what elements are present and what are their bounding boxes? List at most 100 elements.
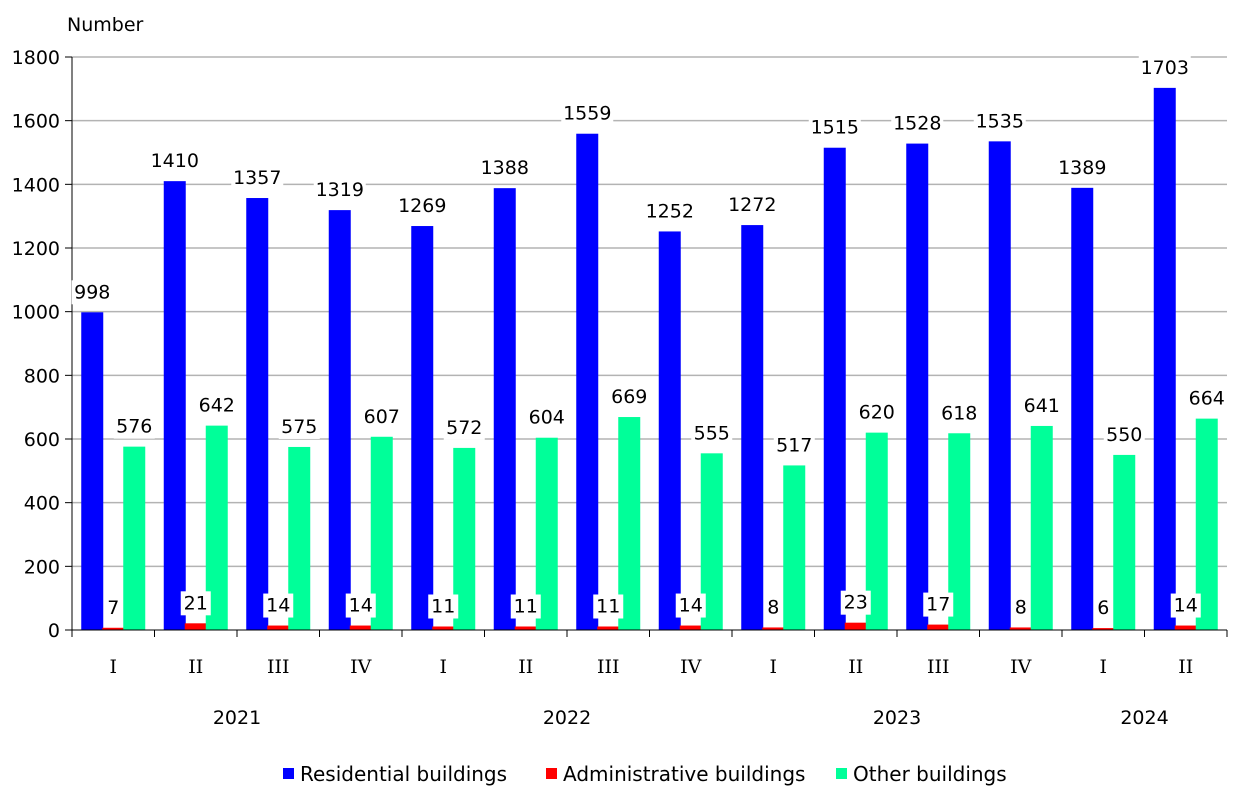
bar [432,626,455,630]
data-label: 669 [611,386,647,408]
x-tick-label: II [188,656,203,678]
data-label: 11 [596,595,620,617]
data-label: 23 [844,592,868,614]
data-label-bg [1011,595,1031,620]
data-label-bg [561,101,614,126]
data-label-bg [675,593,706,618]
data-label: 1528 [893,113,941,135]
y-tick-label: 1800 [12,47,60,69]
data-label: 550 [1106,424,1142,446]
data-label: 1389 [1058,157,1106,179]
y-tick-label: 1000 [12,302,60,324]
bar [1009,627,1032,630]
bar [163,181,186,630]
data-label: 576 [116,416,152,438]
data-label: 8 [1015,596,1027,618]
data-label: 607 [364,406,400,428]
data-label: 998 [74,281,110,303]
data-label-bg [396,194,449,219]
bar [328,210,351,630]
y-tick-label: 0 [48,620,60,642]
x-tick-label: I [439,656,447,678]
data-label: 6 [1097,597,1109,619]
data-label-bg [1186,386,1228,411]
data-label-bg [593,594,624,619]
bar [184,623,207,630]
data-label-bg [1056,155,1109,180]
data-label-bg [231,166,284,191]
x-tick-label: II [848,656,863,678]
data-label: 664 [1189,388,1225,410]
y-axis: 0 200 400 600 800 1000 1200 1400 1600 1800 [12,47,73,642]
legend-label: Other buildings [853,762,1007,786]
data-label: 11 [514,595,538,617]
data-label: 11 [431,595,455,617]
data-label-bg [973,109,1026,134]
x-tick-label: I [109,656,117,678]
data-label: 14 [1174,595,1198,617]
data-label: 1388 [481,157,529,179]
bar [576,133,599,631]
data-label-bg [478,156,531,181]
data-label: 14 [266,595,290,617]
y-tick-label: 1400 [12,174,60,196]
data-label-bg [938,401,980,426]
legend-swatch [546,768,557,779]
bar [658,231,681,631]
data-label-bg [763,595,783,620]
x-tick-label: III [267,656,290,678]
x-tick-label: IV [350,656,372,678]
bar [927,624,950,630]
bar [1174,625,1197,630]
legend-item: Residential buildings [283,762,507,786]
data-label-bg [180,591,211,616]
bar [1153,87,1176,630]
legend-swatch [283,768,294,779]
bar [906,143,929,630]
legend-label: Administrative buildings [563,762,805,786]
bar [618,417,641,630]
bar [844,622,867,630]
data-label-bg [808,115,861,140]
data-label: 1535 [976,110,1024,132]
data-label-bg [443,415,485,440]
bar [102,627,125,630]
data-label: 17 [926,594,950,616]
data-label: 7 [107,597,119,619]
x-tick-label: III [597,656,620,678]
legend-label: Residential buildings [300,762,507,786]
data-label-bg [148,149,201,174]
year-label: 2024 [1120,707,1168,729]
data-label-bg [856,400,898,425]
bar [679,625,702,630]
y-tick-label: 1600 [12,111,60,133]
bar [700,453,723,630]
bar [1195,418,1218,630]
bar [741,225,764,630]
data-label-bg [428,594,459,619]
data-label: 1410 [151,150,199,172]
bar [205,425,228,630]
bar [1030,425,1053,630]
data-label-bg [1103,422,1145,447]
y-tick-label: 800 [24,365,60,387]
y-tick-label: 200 [24,556,60,578]
data-label-bg [313,178,366,203]
data-label-bg [263,593,294,618]
x-tick-label: IV [1010,656,1032,678]
bar [823,147,846,630]
bar [246,198,269,630]
data-label-bg [891,111,944,136]
data-label: 1515 [811,117,859,139]
data-label: 1269 [398,195,446,217]
data-label-bg [643,199,696,224]
data-label: 641 [1024,395,1060,417]
x-tick-label: IV [680,656,702,678]
bar [453,447,476,630]
bar [514,626,537,630]
bar [783,465,806,630]
x-tick-label: II [1178,656,1193,678]
data-label-bg [196,393,238,418]
data-label-bg [345,593,376,618]
data-label-bg [71,280,113,305]
